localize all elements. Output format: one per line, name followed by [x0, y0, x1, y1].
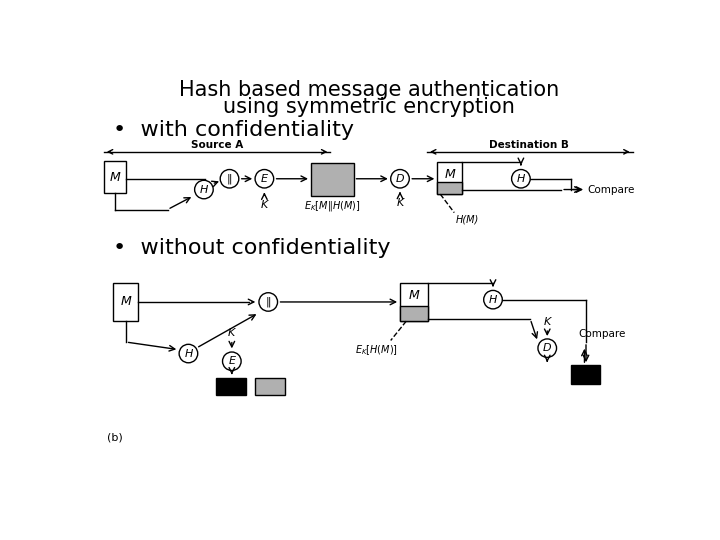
Circle shape	[255, 170, 274, 188]
Circle shape	[512, 170, 530, 188]
Bar	[255, 378, 284, 395]
Text: K: K	[397, 198, 404, 208]
Text: K: K	[261, 200, 268, 210]
Text: K: K	[228, 328, 235, 338]
Text: H: H	[489, 295, 498, 305]
Text: •  without confidentiality: • without confidentiality	[113, 238, 391, 258]
Circle shape	[484, 291, 503, 309]
Text: M: M	[109, 171, 120, 184]
Circle shape	[259, 293, 277, 311]
Text: $E_K[H(M)]$: $E_K[H(M)]$	[355, 343, 398, 357]
Bar	[216, 378, 246, 395]
Circle shape	[222, 352, 241, 370]
Bar	[437, 182, 462, 194]
Text: •  with confidentiality: • with confidentiality	[113, 120, 354, 140]
Text: D: D	[396, 174, 405, 184]
Circle shape	[220, 170, 239, 188]
Text: Compare: Compare	[588, 185, 635, 194]
Bar	[570, 365, 600, 383]
Text: M: M	[408, 289, 419, 302]
Text: D: D	[543, 343, 552, 353]
Text: Destination B: Destination B	[490, 139, 570, 150]
Text: M: M	[444, 168, 455, 181]
Text: Hash based message authentication: Hash based message authentication	[179, 80, 559, 100]
Bar	[400, 306, 428, 321]
Text: E: E	[261, 174, 268, 184]
Text: Source A: Source A	[191, 139, 243, 150]
Bar	[400, 283, 428, 321]
Bar	[104, 161, 126, 193]
Bar	[437, 162, 462, 194]
Circle shape	[194, 180, 213, 199]
Circle shape	[179, 345, 198, 363]
Text: E: E	[228, 356, 235, 366]
Circle shape	[391, 170, 409, 188]
Text: H: H	[517, 174, 525, 184]
Bar	[311, 164, 354, 195]
Text: Compare: Compare	[578, 329, 626, 339]
Text: using symmetric encryption: using symmetric encryption	[223, 97, 515, 117]
Text: ‖: ‖	[266, 296, 271, 307]
Circle shape	[538, 339, 557, 357]
Text: H: H	[199, 185, 208, 194]
Text: $E_K[M\|H(M)]$: $E_K[M\|H(M)]$	[304, 199, 360, 213]
Text: ‖: ‖	[227, 173, 233, 184]
Text: H(M): H(M)	[456, 215, 479, 225]
Text: K: K	[544, 316, 551, 327]
Text: H: H	[184, 348, 193, 359]
Text: (b): (b)	[107, 432, 123, 442]
Text: M: M	[120, 295, 131, 308]
Bar	[113, 283, 138, 321]
